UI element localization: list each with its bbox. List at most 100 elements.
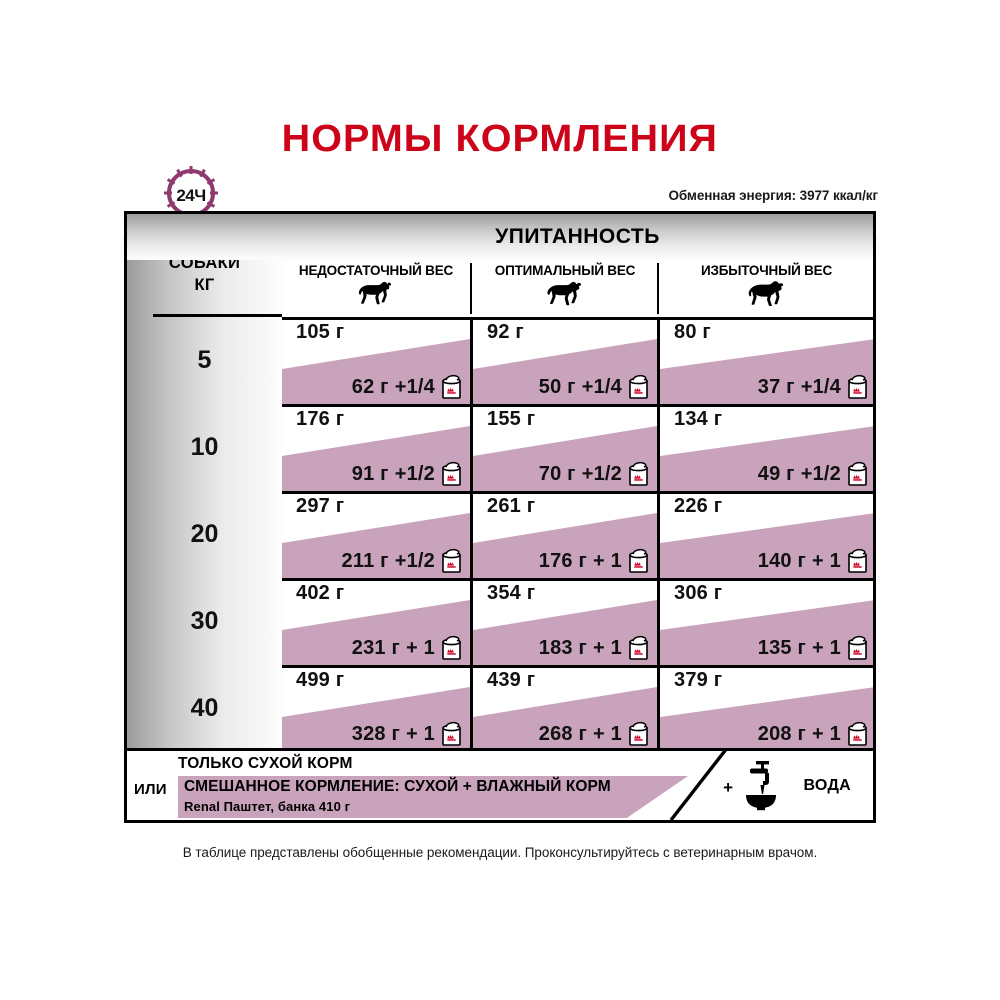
- condition-header-underweight: НЕДОСТАТОЧНЫЙ ВЕС: [282, 260, 470, 317]
- diagonal-fill: [473, 600, 657, 665]
- mixed-wet-amount: +1/4: [581, 376, 622, 398]
- dry-amount: 92 г: [487, 321, 524, 343]
- mixed-wet-amount: + 1: [406, 723, 435, 745]
- table-row: 499 г 328 г + 1: [282, 665, 873, 748]
- row-top-border: [282, 665, 873, 668]
- diagonal-fill: [473, 426, 657, 491]
- legend-mixed-band: [178, 776, 688, 818]
- mixed-dry-amount: 49 г: [757, 463, 795, 485]
- condition-label: НЕДОСТАТОЧНЫЙ ВЕС: [298, 263, 454, 278]
- weight-header-line3: КГ: [194, 275, 215, 294]
- can-icon: [629, 461, 648, 486]
- mixed-dry-amount: 328 г: [351, 723, 401, 745]
- table-header: УПИТАННОСТЬ НЕДОСТАТОЧНЫЙ ВЕС ОПТИМАЛЬНЫ…: [127, 214, 873, 317]
- mixed-wet-amount: + 1: [812, 637, 841, 659]
- can-icon: [629, 374, 648, 399]
- feeding-cell: 297 г 211 г +1/2: [282, 491, 470, 578]
- body-condition-group-header: УПИТАННОСТЬ: [495, 225, 660, 248]
- row-top-border: [282, 578, 873, 581]
- weight-value-text: 40: [190, 693, 219, 722]
- legend-dry-only-label: ТОЛЬКО СУХОЙ КОРМ: [178, 755, 353, 772]
- weight-value: 10: [127, 404, 282, 491]
- weight-value: 40: [127, 665, 282, 748]
- legend-water-label: ВОДА: [803, 777, 851, 794]
- feeding-cell: 226 г 140 г + 1: [660, 491, 873, 578]
- mixed-dry-amount: 70 г: [538, 463, 576, 485]
- mixed-wet-amount: + 1: [593, 723, 622, 745]
- mixed-wet-amount: +1/2: [394, 463, 435, 485]
- diagonal-fill: [660, 426, 873, 491]
- clock-24h-label: 24Ч: [176, 186, 206, 205]
- feeding-cell: 155 г 70 г +1/2: [473, 404, 657, 491]
- mixed-amount: 328 г + 1: [352, 721, 462, 748]
- mixed-amount: 49 г +1/2: [758, 461, 868, 488]
- column-divider: [657, 404, 660, 491]
- mixed-amount: 176 г + 1: [539, 548, 649, 575]
- feeding-cell: 134 г 49 г +1/2: [660, 404, 873, 491]
- weight-header-divider: [153, 314, 282, 317]
- dry-amount: 80 г: [674, 321, 711, 343]
- feeding-legend: ИЛИ ТОЛЬКО СУХОЙ КОРМ СМЕШАННОЕ КОРМЛЕНИ…: [124, 751, 876, 823]
- column-divider: [657, 317, 660, 404]
- mixed-amount: 135 г + 1: [758, 635, 868, 662]
- legend-mixed-product: Renal Паштет, банка 410 г: [184, 799, 351, 814]
- mixed-dry-amount: 135 г: [757, 637, 807, 659]
- mixed-dry-amount: 183 г: [538, 637, 588, 659]
- column-divider: [657, 491, 660, 578]
- legend-or-label: ИЛИ: [134, 781, 167, 798]
- can-icon: [629, 635, 648, 660]
- mixed-dry-amount: 176 г: [538, 550, 588, 572]
- can-icon: [629, 721, 648, 746]
- mixed-wet-amount: +1/4: [800, 376, 841, 398]
- diagonal-fill: [282, 687, 470, 748]
- column-divider: [470, 317, 473, 404]
- can-icon: [848, 461, 867, 486]
- table-row: 105 г 62 г +1/4: [282, 317, 873, 404]
- mixed-amount: 140 г + 1: [758, 548, 868, 575]
- diagonal-fill: [473, 687, 657, 748]
- can-icon: [848, 548, 867, 573]
- condition-label: ОПТИМАЛЬНЫЙ ВЕС: [494, 263, 636, 278]
- diagonal-fill: [660, 687, 873, 748]
- mixed-amount: 70 г +1/2: [539, 461, 649, 488]
- mixed-dry-amount: 62 г: [351, 376, 389, 398]
- dry-amount: 499 г: [296, 669, 345, 691]
- diagonal-fill: [282, 426, 470, 491]
- mixed-dry-amount: 268 г: [538, 723, 588, 745]
- legend-plus-sign: +: [723, 778, 733, 797]
- column-divider: [657, 578, 660, 665]
- feeding-cell: 92 г 50 г +1/4: [473, 317, 657, 404]
- mixed-wet-amount: + 1: [406, 637, 435, 659]
- can-icon: [442, 721, 461, 746]
- metabolisable-energy-note: Обменная энергия: 3977 ккал/кг: [668, 188, 878, 203]
- dry-amount: 354 г: [487, 582, 536, 604]
- weight-value: 5: [127, 317, 282, 404]
- faucet-bowl-icon: [746, 761, 776, 811]
- can-icon: [848, 721, 867, 746]
- feeding-cell: 105 г 62 г +1/4: [282, 317, 470, 404]
- can-icon: [442, 374, 461, 399]
- table-row: 297 г 211 г +1/2: [282, 491, 873, 578]
- mixed-wet-amount: +1/2: [800, 463, 841, 485]
- mixed-dry-amount: 140 г: [757, 550, 807, 572]
- weight-value: 20: [127, 491, 282, 578]
- legend-mixed-label: СМЕШАННОЕ КОРМЛЕНИЕ: СУХОЙ + ВЛАЖНЫЙ КОР…: [184, 778, 611, 795]
- mixed-amount: 50 г +1/4: [539, 374, 649, 401]
- diagonal-fill: [473, 513, 657, 578]
- thin-dog-icon: [356, 280, 396, 306]
- feeding-cell: 80 г 37 г +1/4: [660, 317, 873, 404]
- row-top-border: [282, 404, 873, 407]
- feeding-cell: 261 г 176 г + 1: [473, 491, 657, 578]
- column-divider: [657, 665, 660, 748]
- diagonal-fill: [282, 339, 470, 404]
- mixed-dry-amount: 231 г: [351, 637, 401, 659]
- page-title: НОРМЫ КОРМЛЕНИЯ: [0, 118, 1000, 161]
- can-icon: [629, 548, 648, 573]
- column-divider: [470, 578, 473, 665]
- mixed-amount: 183 г + 1: [539, 635, 649, 662]
- dry-amount: 297 г: [296, 495, 345, 517]
- condition-header-overweight: ИЗБЫТОЧНЫЙ ВЕС: [660, 260, 873, 317]
- header-divider-2: [657, 263, 659, 314]
- header-divider-1: [470, 263, 472, 314]
- feeding-cell: 354 г 183 г + 1: [473, 578, 657, 665]
